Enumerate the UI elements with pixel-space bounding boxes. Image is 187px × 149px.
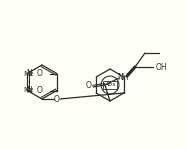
Text: Abs: Abs bbox=[104, 83, 116, 87]
Text: NH: NH bbox=[117, 73, 129, 82]
Text: N: N bbox=[26, 69, 32, 78]
Text: O: O bbox=[37, 69, 43, 78]
Text: N: N bbox=[26, 86, 32, 95]
Text: Me: Me bbox=[23, 70, 34, 76]
Text: OH: OH bbox=[155, 62, 167, 72]
Text: O: O bbox=[54, 94, 60, 104]
Text: O: O bbox=[37, 86, 43, 95]
Text: Me: Me bbox=[23, 87, 34, 94]
Text: O: O bbox=[86, 82, 92, 90]
